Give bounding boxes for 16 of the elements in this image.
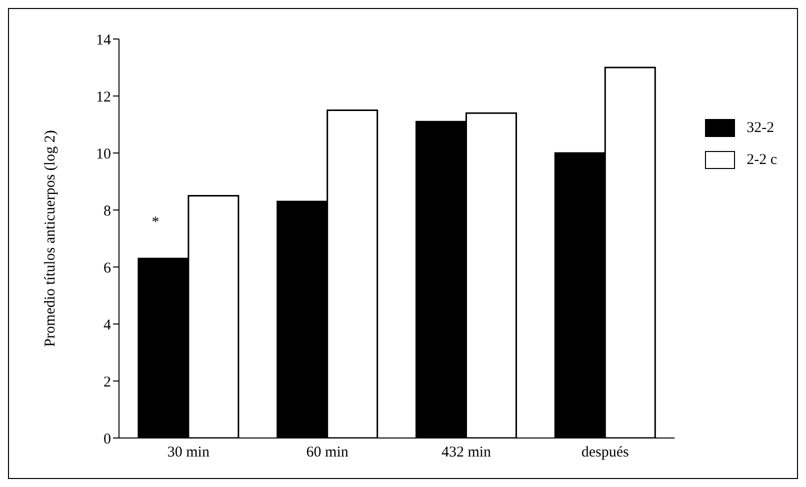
y-tick-label: 8	[104, 203, 111, 220]
x-tick-label: 30 min	[167, 444, 210, 461]
legend-label: 2-2 c	[746, 152, 777, 168]
annotation: *	[152, 214, 160, 231]
y-tick-label: 2	[104, 374, 111, 390]
y-axis-title: Promedio títulos anticuerpos (log 2)	[42, 130, 58, 347]
y-tick-label: 10	[96, 146, 111, 162]
y-tick-label: 6	[104, 260, 112, 276]
x-tick-label: 432 min	[441, 444, 492, 461]
y-tick-label: 0	[104, 431, 111, 448]
x-tick-label: después	[581, 444, 630, 461]
y-tick-label: 4	[104, 317, 112, 334]
legend-label: 32-2	[746, 120, 774, 136]
y-tick-label: 14	[96, 32, 112, 48]
x-tick-label: 60 min	[306, 444, 349, 461]
y-tick-label: 12	[96, 89, 111, 106]
